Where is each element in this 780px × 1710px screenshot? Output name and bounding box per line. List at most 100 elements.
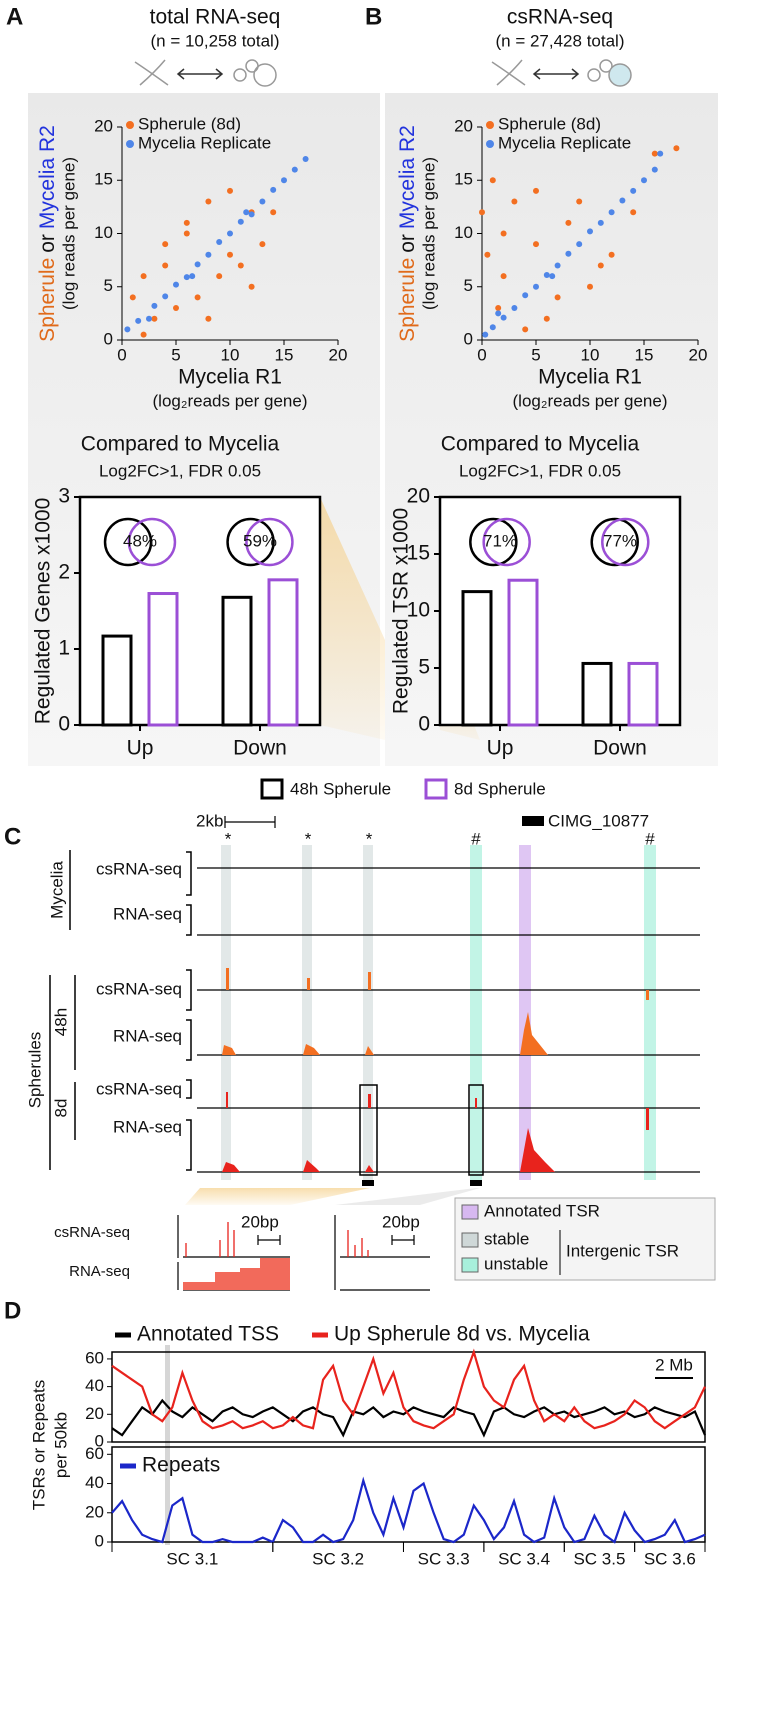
point <box>162 262 169 269</box>
venn-circle <box>127 517 177 567</box>
x-tick-label: 5 <box>531 345 540 364</box>
point <box>124 326 131 333</box>
frame <box>111 1446 706 1543</box>
point <box>630 187 637 194</box>
inset-scale: 20bp <box>382 1212 420 1231</box>
frame <box>111 1351 706 1443</box>
inset-label: RNA-seq <box>69 1263 130 1280</box>
point <box>641 177 647 184</box>
point <box>140 331 147 338</box>
point <box>205 198 212 205</box>
point <box>500 314 507 321</box>
point <box>597 262 604 269</box>
y-tick-label: 20 <box>94 116 113 135</box>
chart-title: Compared to Mycelia <box>81 433 280 456</box>
group-label: Spherules <box>25 1032 44 1109</box>
point <box>533 283 539 290</box>
x-tick-label: 0 <box>117 345 126 364</box>
point <box>484 251 491 258</box>
legend-label: Mycelia Replicate <box>138 133 271 152</box>
y-tick-label: 0 <box>58 713 70 736</box>
track-label: csRNA-seq <box>96 859 182 878</box>
section-label: SC 3.2 <box>312 1549 364 1568</box>
point <box>495 310 502 317</box>
point <box>565 250 572 257</box>
legend-label: unstable <box>484 1254 548 1273</box>
point <box>608 251 615 258</box>
bar <box>507 578 539 727</box>
legend-label: Spherule (8d) <box>138 114 241 133</box>
venn-circle <box>469 517 518 567</box>
point <box>495 305 502 312</box>
section-label: SC 3.5 <box>573 1549 625 1568</box>
bar <box>221 595 253 727</box>
y-tick-label: 15 <box>94 170 113 189</box>
point <box>543 315 550 322</box>
bar <box>581 661 613 727</box>
chart-subtitle: Log2FC>1, FDR 0.05 <box>99 461 261 480</box>
legend-label: 8d Spherule <box>454 779 546 798</box>
track-label: csRNA-seq <box>96 1079 182 1098</box>
y-axis-label-part: or <box>396 234 419 253</box>
y-axis-label: Regulated Genes x1000 <box>32 498 55 725</box>
x-axis-label: (log₂reads per gene) <box>153 391 308 410</box>
y-tick-label: 15 <box>407 542 430 565</box>
panel-label: A <box>6 3 23 30</box>
point <box>522 292 529 299</box>
track-label: csRNA-seq <box>96 979 182 998</box>
y-axis-label: per 50kb <box>51 1412 70 1478</box>
chart-title: Compared to Mycelia <box>441 433 640 456</box>
y-axis-label: Regulated TSR x1000 <box>390 508 413 714</box>
inset-scale: 20bp <box>241 1212 279 1231</box>
y-tick-label: 40 <box>85 1376 104 1395</box>
point <box>259 198 266 205</box>
legend-label: Annotated TSR <box>484 1201 600 1220</box>
venn-circle <box>103 517 153 567</box>
x-tick-label: Down <box>233 737 287 760</box>
y-tick-label: 20 <box>407 485 430 508</box>
point <box>302 155 309 162</box>
point <box>173 305 179 312</box>
point <box>237 218 244 225</box>
point <box>140 273 147 280</box>
group-label: 8d <box>51 1099 70 1118</box>
point <box>291 166 298 173</box>
x-axis-label: (log₂reads per gene) <box>513 391 668 410</box>
track-label: RNA-seq <box>113 1117 182 1136</box>
peak-mark: # <box>471 829 481 848</box>
point <box>511 305 518 312</box>
y-tick-label: 0 <box>95 1431 104 1450</box>
x-tick-label: 10 <box>581 345 600 364</box>
point <box>619 197 626 204</box>
bar-legend: 48h Spherule 8d Spherule <box>260 778 546 800</box>
y-axis-label: Spherule or Mycelia R2 <box>396 125 419 342</box>
panel-subtitle: (n = 27,428 total) <box>495 31 624 50</box>
point <box>270 209 277 216</box>
point <box>576 241 583 248</box>
zoom-wedge <box>320 497 385 740</box>
legend-marker <box>126 140 134 148</box>
y-tick-label: 2 <box>58 561 70 584</box>
point <box>205 315 212 322</box>
point <box>489 324 496 331</box>
y-axis-label-part: Spherule <box>396 258 419 342</box>
point <box>248 283 255 290</box>
point <box>189 273 196 280</box>
point <box>135 317 142 324</box>
group-label: Mycelia <box>47 861 66 919</box>
section-label: SC 3.1 <box>166 1549 218 1568</box>
legend-label: 48h Spherule <box>290 779 391 798</box>
y-axis-label: (log reads per gene) <box>419 157 438 310</box>
point <box>597 219 604 226</box>
panel-label: B <box>365 3 382 30</box>
bar <box>147 592 179 727</box>
x-tick-label: 0 <box>477 345 486 364</box>
point <box>183 274 190 281</box>
point <box>194 294 201 301</box>
legend-swatch <box>424 778 448 800</box>
y-tick-label: 10 <box>454 223 473 242</box>
y-tick-label: 10 <box>94 223 113 242</box>
point <box>554 294 561 301</box>
y-axis-label-part: Mycelia R2 <box>396 125 419 229</box>
